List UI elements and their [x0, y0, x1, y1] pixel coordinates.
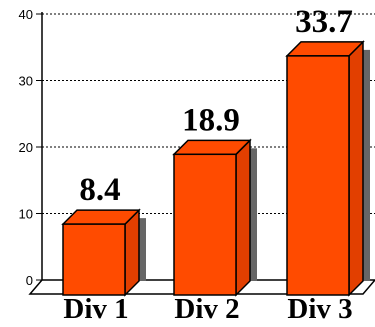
- bar: [286, 55, 350, 296]
- bar-top: [61, 209, 141, 225]
- bar: [62, 223, 126, 296]
- y-axis-ticks: 0 10 20 30 40: [19, 7, 33, 288]
- category-label: Div 2: [174, 293, 239, 325]
- category-labels: Div 1 Div 2 Div 3: [63, 293, 352, 325]
- data-label: 18.9: [182, 102, 240, 138]
- bar-shadow: [363, 49, 370, 281]
- y-tick-label: 30: [19, 74, 33, 89]
- y-tick-label: 0: [26, 273, 33, 288]
- bar-shadow: [250, 148, 257, 281]
- bar-top: [172, 139, 252, 156]
- bar-side: [235, 138, 251, 297]
- data-label: 33.7: [295, 4, 353, 40]
- bars: [61, 40, 370, 297]
- bar-side: [348, 40, 364, 297]
- y-tick-label: 10: [19, 207, 33, 222]
- data-label: 8.4: [79, 172, 120, 208]
- bar-top: [285, 41, 365, 57]
- category-label: Div 3: [287, 293, 352, 325]
- category-label: Div 1: [63, 293, 128, 325]
- y-tick-label: 20: [19, 140, 33, 155]
- data-labels: 8.4 18.9 33.7: [79, 4, 353, 208]
- bar-shadow: [139, 218, 146, 281]
- y-tick-label: 40: [19, 7, 33, 22]
- bar: [173, 153, 237, 296]
